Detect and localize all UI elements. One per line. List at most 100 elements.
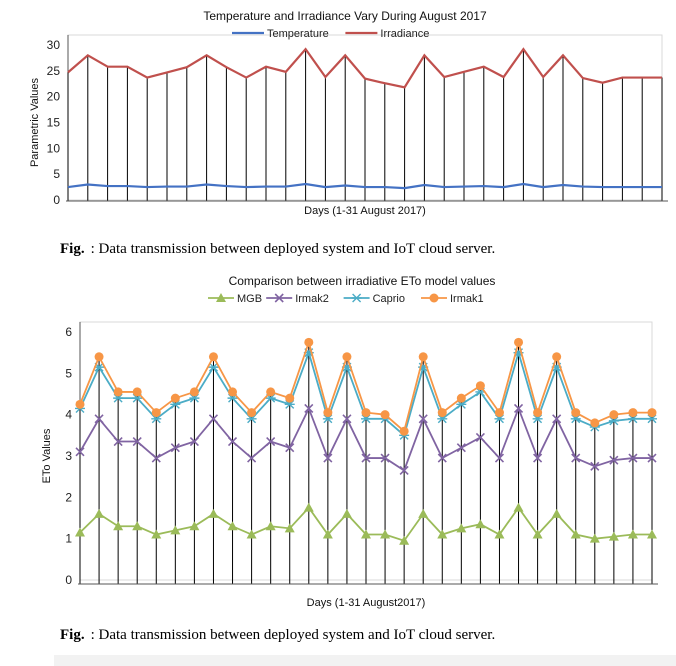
y-tick-label: 5: [65, 366, 72, 380]
data-point-irmak1: [266, 387, 276, 397]
data-point-mgb: [284, 523, 295, 533]
data-point-irmak1: [514, 337, 524, 347]
data-point-irmak2: [590, 461, 600, 471]
data-point-irmak1: [228, 387, 238, 397]
page-footer-strip: [54, 655, 676, 666]
data-point-irmak1: [170, 393, 180, 403]
data-point-irmak2: [189, 436, 199, 447]
data-point-mgb: [341, 508, 352, 518]
data-point-irmak2: [513, 403, 524, 414]
legend: MGB Irmak2 Caprio Irmak1: [208, 293, 484, 305]
data-point-mgb: [265, 521, 276, 531]
data-point-irmak2: [266, 436, 276, 447]
data-point-mgb: [513, 502, 524, 512]
series-line-temperature: [67, 182, 662, 190]
gridlines: [79, 342, 653, 584]
data-point-irmak1: [151, 408, 161, 418]
data-point-irmak1: [552, 352, 562, 362]
data-point-mgb: [456, 523, 467, 533]
data-point-irmak2: [399, 465, 409, 476]
y-tick-label: 25: [47, 64, 61, 78]
data-point-irmak2: [75, 447, 85, 457]
legend-marker-mgb: [216, 293, 226, 302]
data-point-irmak1: [418, 352, 428, 362]
data-point-irmak1: [132, 387, 142, 397]
data-point-irmak1: [533, 408, 543, 418]
series-mgb: [75, 502, 657, 545]
data-point-irmak2: [151, 453, 161, 463]
data-point-irmak2: [494, 453, 505, 463]
y-tick-label: 2: [65, 490, 72, 504]
data-point-mgb: [132, 521, 143, 531]
y-tick-label: 1: [65, 532, 72, 546]
data-point-mgb: [170, 525, 181, 535]
data-point-irmak2: [475, 432, 485, 442]
legend-label-mgb: MGB: [237, 293, 262, 305]
data-point-mgb: [151, 529, 162, 539]
data-point-mgb: [589, 533, 600, 543]
data-point-irmak1: [208, 352, 218, 362]
chart-temperature-irradiance: Temperature and Irradiance Vary During A…: [29, 9, 668, 217]
data-point-irmak2: [533, 453, 543, 463]
data-point-irmak1: [494, 408, 504, 418]
x-axis-label: Days (1-31 August 2017): [304, 205, 426, 217]
data-point-irmak1: [94, 352, 104, 362]
data-point-irmak2: [571, 453, 581, 463]
data-point-mgb: [647, 529, 657, 539]
data-point-irmak1: [75, 399, 85, 409]
data-point-irmak1: [189, 387, 199, 397]
data-point-mgb: [189, 521, 200, 531]
series-irradiance: [67, 47, 662, 89]
y-axis-label: ETo Values: [41, 428, 53, 483]
legend-label-irmak1: Irmak1: [450, 293, 484, 305]
series-irmak1: [75, 337, 657, 436]
data-point-irmak2: [285, 443, 295, 453]
data-point-irmak2: [456, 443, 466, 453]
data-point-irmak2: [94, 414, 104, 424]
data-point-irmak2: [113, 436, 123, 447]
data-point-mgb: [113, 521, 124, 531]
data-point-irmak2: [170, 443, 180, 453]
data-point-irmak1: [247, 408, 257, 418]
y-tick-label: 6: [65, 325, 72, 339]
data-point-irmak1: [609, 410, 619, 420]
y-tick-label: 5: [53, 167, 60, 181]
data-point-irmak1: [113, 387, 123, 397]
data-point-mgb: [208, 508, 219, 518]
data-point-mgb: [399, 535, 410, 545]
data-point-irmak2: [323, 453, 333, 463]
data-point-irmak2: [418, 414, 428, 424]
data-point-mgb: [75, 527, 85, 537]
data-point-irmak2: [208, 414, 219, 424]
data-point-irmak2: [361, 453, 371, 463]
legend-label-temperature: Temperature: [267, 28, 329, 40]
data-point-irmak1: [323, 408, 333, 418]
data-point-mgb: [570, 529, 581, 539]
data-point-irmak2: [437, 453, 447, 463]
gridlines: [67, 49, 663, 201]
data-point-mgb: [627, 529, 638, 539]
data-point-irmak1: [285, 393, 295, 403]
data-point-irmak1: [475, 381, 485, 391]
caption-text: : Data transmission between deployed sys…: [90, 241, 496, 257]
chart-title: Comparison between irradiative ETo model…: [229, 274, 496, 288]
caption-label: Fig.: [60, 627, 85, 643]
data-point-mgb: [418, 508, 429, 518]
legend-marker-irmak2: [274, 293, 284, 303]
legend-label-caprio: Caprio: [373, 293, 405, 305]
data-point-irmak1: [380, 410, 390, 420]
y-tick-label: 30: [47, 38, 61, 52]
data-point-mgb: [361, 529, 371, 539]
y-tick-label: 10: [47, 141, 61, 155]
data-point-irmak1: [590, 418, 600, 428]
data-point-irmak1: [647, 408, 657, 418]
data-point-caprio: [208, 362, 219, 372]
data-point-irmak1: [304, 337, 314, 347]
legend-label-irradiance: Irradiance: [380, 28, 429, 40]
y-tick-label: 15: [47, 116, 61, 130]
y-tick-label: 20: [47, 90, 61, 104]
data-point-mgb: [94, 508, 105, 518]
data-point-irmak2: [304, 403, 314, 414]
data-point-mgb: [380, 529, 391, 539]
data-point-mgb: [227, 521, 238, 531]
